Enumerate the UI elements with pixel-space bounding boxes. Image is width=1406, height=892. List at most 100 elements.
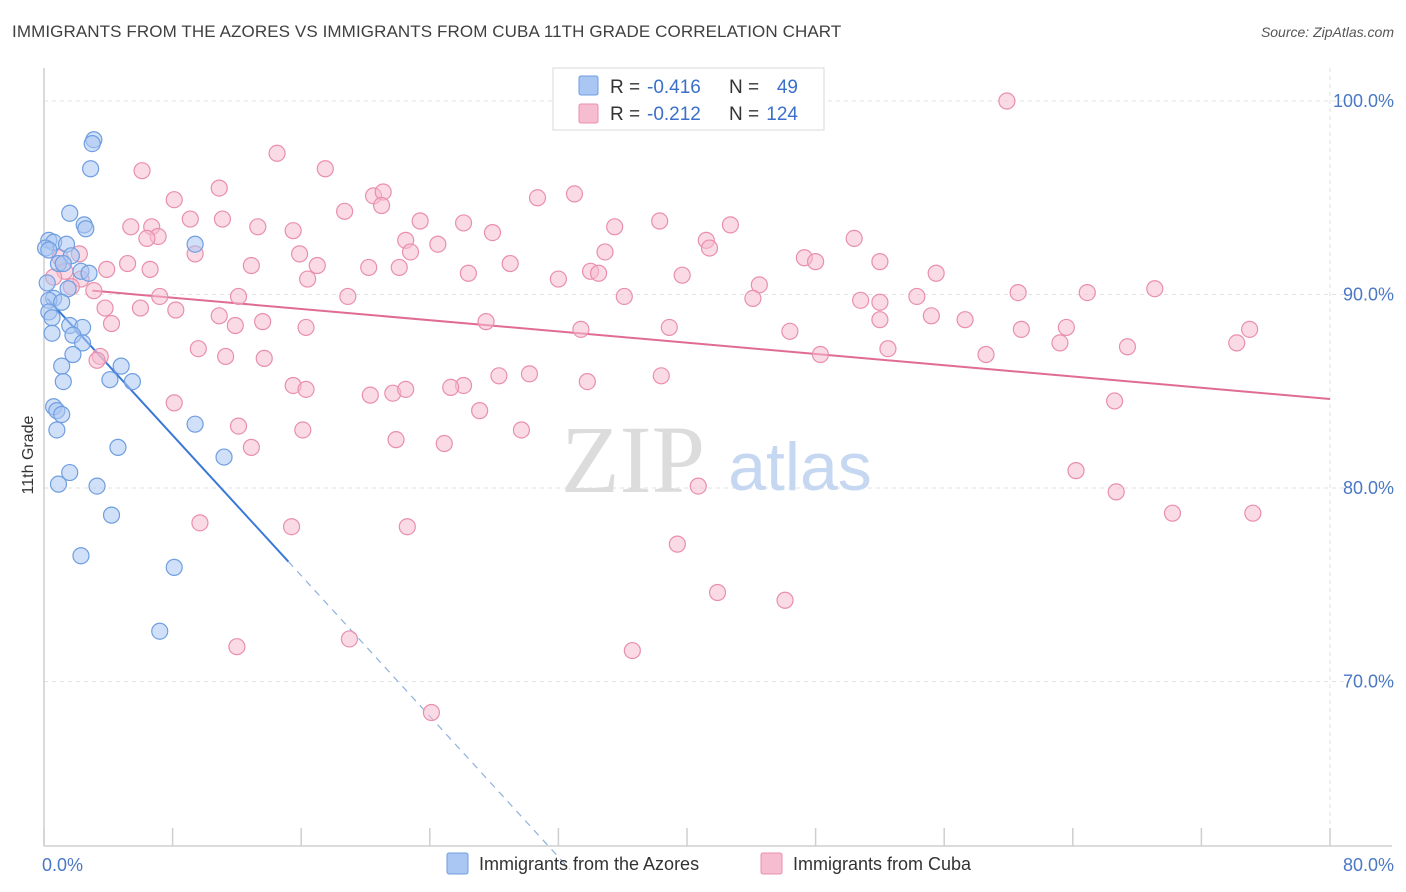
point-cuba-103 xyxy=(1228,334,1246,352)
y-tick-label-2: 90.0% xyxy=(1343,285,1394,305)
point-cuba-84 xyxy=(956,311,974,329)
point-azores-14 xyxy=(80,264,98,282)
legend-n-value-azores: 49 xyxy=(777,77,798,98)
point-azores-30 xyxy=(101,371,119,389)
legend-swatch-cuba xyxy=(578,103,599,124)
series-legend-swatch-cuba xyxy=(760,852,783,875)
y-tick-labels: 70.0% 80.0% 90.0% 100.0% xyxy=(1333,91,1394,692)
point-cuba-46 xyxy=(141,260,159,278)
point-cuba-128 xyxy=(398,518,416,536)
point-cuba-74 xyxy=(167,301,185,319)
point-cuba-72 xyxy=(96,299,114,317)
point-cuba-85 xyxy=(1012,320,1030,338)
point-cuba-105 xyxy=(88,351,106,369)
point-azores-28 xyxy=(53,357,71,375)
point-cuba-83 xyxy=(922,307,940,325)
point-cuba-112 xyxy=(165,394,183,412)
point-cuba-92 xyxy=(255,349,273,367)
point-cuba-130 xyxy=(708,583,727,602)
point-cuba-12 xyxy=(181,210,199,228)
point-cuba-1 xyxy=(268,144,286,162)
point-azores-1 xyxy=(83,134,101,153)
stats-legend: R = -0.416 N = 49 R = -0.212 N = 124 xyxy=(552,67,825,131)
point-cuba-131 xyxy=(776,591,794,609)
point-cuba-15 xyxy=(454,214,473,232)
point-cuba-66 xyxy=(852,291,870,309)
legend-r-label-cuba: R = xyxy=(610,104,640,125)
legend-r-value-cuba: -0.212 xyxy=(647,104,701,125)
point-cuba-50 xyxy=(589,264,608,282)
point-azores-32 xyxy=(54,373,72,391)
point-cuba-4 xyxy=(210,179,228,197)
point-cuba-19 xyxy=(249,218,267,236)
point-cuba-116 xyxy=(294,421,312,439)
point-cuba-48 xyxy=(459,264,477,282)
point-cuba-67 xyxy=(871,293,889,311)
point-cuba-76 xyxy=(254,313,272,331)
point-cuba-101 xyxy=(1051,334,1069,352)
point-cuba-39 xyxy=(308,256,326,275)
x-tick-label-1: 80.0% xyxy=(1343,855,1394,875)
point-cuba-14 xyxy=(411,212,429,230)
gridlines xyxy=(44,68,1350,846)
point-cuba-135 xyxy=(422,703,441,722)
data-points xyxy=(37,92,1262,722)
point-cuba-126 xyxy=(191,514,209,532)
point-cuba-36 xyxy=(700,239,719,257)
series-legend-swatch-azores xyxy=(446,852,469,875)
point-azores-40 xyxy=(61,463,79,482)
point-cuba-33 xyxy=(290,245,309,263)
point-azores-5 xyxy=(77,220,95,238)
point-cuba-45 xyxy=(98,260,116,278)
point-cuba-117 xyxy=(387,431,405,449)
point-azores-3 xyxy=(61,204,79,222)
point-cuba-89 xyxy=(226,316,244,335)
point-cuba-98 xyxy=(811,345,830,364)
point-cuba-11 xyxy=(372,196,391,215)
point-cuba-65 xyxy=(744,289,762,307)
point-cuba-97 xyxy=(652,367,670,385)
point-azores-38 xyxy=(109,438,127,456)
point-azores-24 xyxy=(43,324,61,342)
point-cuba-108 xyxy=(361,386,379,404)
x-tick-labels: 0.0% 80.0% xyxy=(42,855,1394,875)
point-cuba-0 xyxy=(998,92,1016,110)
series-legend-label-cuba: Immigrants from Cuba xyxy=(793,854,972,874)
watermark: ZIP atlas xyxy=(561,406,872,513)
point-azores-36 xyxy=(186,415,204,433)
legend-n-label-cuba: N = xyxy=(729,104,759,125)
point-cuba-17 xyxy=(122,218,140,236)
point-cuba-132 xyxy=(340,630,359,648)
point-cuba-64 xyxy=(615,287,633,306)
point-cuba-110 xyxy=(397,380,415,398)
point-azores-46 xyxy=(151,622,169,640)
point-cuba-34 xyxy=(401,243,420,261)
point-cuba-9 xyxy=(528,189,547,207)
point-cuba-91 xyxy=(217,347,235,366)
point-cuba-123 xyxy=(1107,483,1125,501)
point-cuba-20 xyxy=(284,222,302,240)
point-cuba-43 xyxy=(806,253,825,271)
point-cuba-57 xyxy=(549,270,568,288)
point-cuba-69 xyxy=(1009,283,1027,302)
point-cuba-75 xyxy=(210,307,228,325)
point-azores-2 xyxy=(82,160,100,178)
point-cuba-21 xyxy=(483,224,502,242)
point-cuba-61 xyxy=(151,287,169,306)
point-cuba-100 xyxy=(977,345,995,364)
point-cuba-115 xyxy=(229,417,248,435)
point-cuba-52 xyxy=(927,264,945,282)
point-azores-35 xyxy=(53,405,71,424)
point-cuba-99 xyxy=(879,340,897,358)
point-cuba-113 xyxy=(471,402,489,420)
point-cuba-95 xyxy=(520,365,539,383)
point-cuba-22 xyxy=(606,218,624,236)
point-cuba-40 xyxy=(390,258,408,277)
point-cuba-80 xyxy=(660,318,678,337)
point-azores-45 xyxy=(165,558,183,576)
point-cuba-88 xyxy=(102,314,121,333)
point-cuba-79 xyxy=(572,320,590,338)
watermark-atlas: atlas xyxy=(728,429,872,505)
point-azores-29 xyxy=(112,357,130,375)
